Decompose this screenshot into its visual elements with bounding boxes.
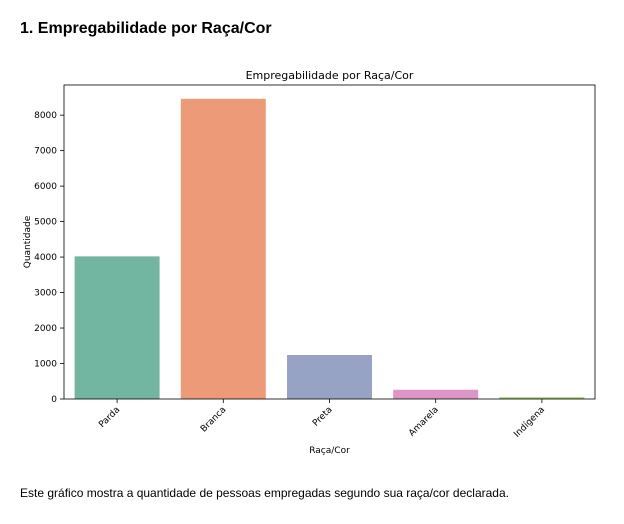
bar-chart: Empregabilidade por Raça/Cor 0 1000 2000 30… [23, 69, 596, 456]
y-tick-label: 5000 [34, 218, 57, 228]
section-title: 1. Empregabilidade por Raça/Cor [20, 20, 272, 37]
x-tick-label: Preta [311, 405, 335, 429]
y-axis-label: Quantidade [23, 215, 33, 268]
bars-group [74, 98, 585, 400]
bar-preta [287, 355, 372, 399]
x-tick-label: Branca [199, 405, 228, 434]
x-tick-label: Parda [97, 405, 122, 430]
x-tick-label: Indígena [512, 405, 547, 440]
y-tick-label: 3000 [34, 289, 57, 299]
y-tick-label: 8000 [34, 111, 57, 121]
y-tick-label: 4000 [34, 253, 57, 263]
y-tick-label: 0 [51, 395, 57, 405]
y-tick-label: 1000 [34, 360, 57, 370]
y-axis: 0 1000 2000 3000 4000 5000 6000 7000 8000 [34, 111, 64, 405]
y-tick-label: 7000 [34, 147, 57, 157]
bar-indígena [499, 397, 585, 399]
chart-title: Empregabilidade por Raça/Cor [246, 69, 414, 82]
x-axis: Parda Branca Preta Amarela Indígena [97, 399, 547, 440]
bar-branca [180, 98, 266, 400]
bar-parda [74, 256, 160, 399]
bar-amarela [393, 389, 479, 399]
y-tick-label: 6000 [34, 182, 57, 192]
x-tick-label: Amarela [407, 405, 441, 439]
y-tick-label: 2000 [34, 324, 57, 334]
chart-caption: Este gráfico mostra a quantidade de pess… [20, 486, 509, 500]
x-axis-label: Raça/Cor [309, 446, 350, 456]
